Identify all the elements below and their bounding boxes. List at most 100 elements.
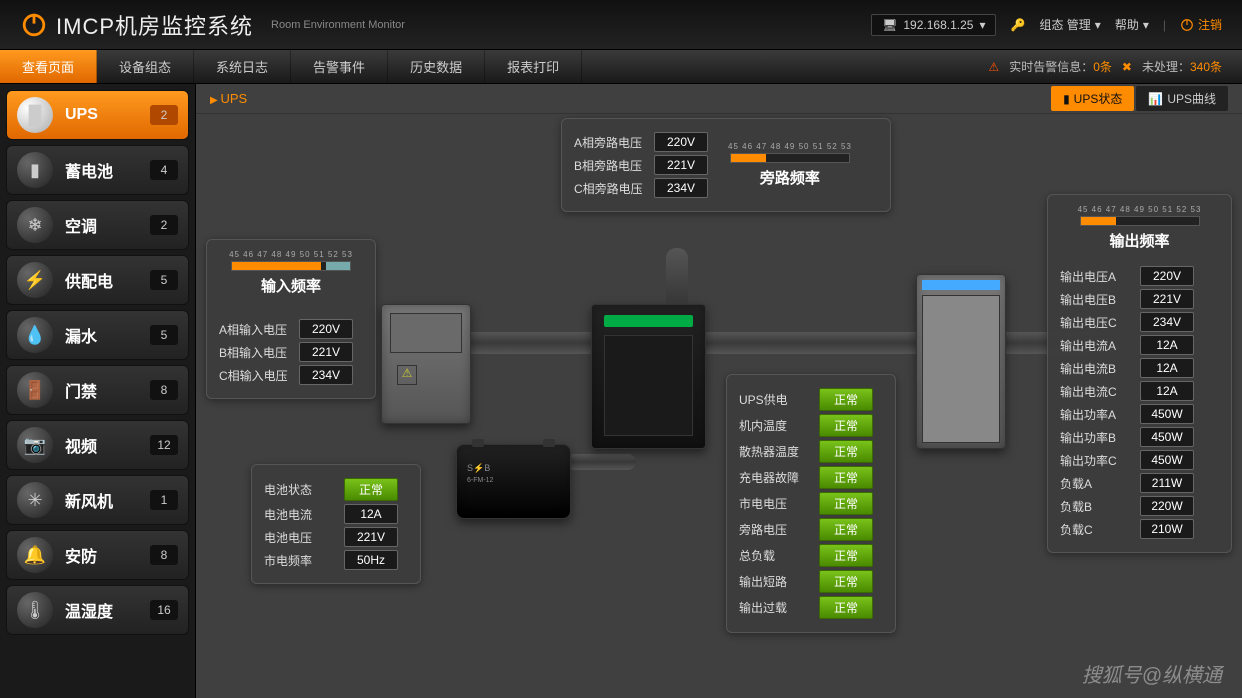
row-label: 市电频率: [264, 552, 334, 569]
row-value: 正常: [819, 388, 873, 411]
app-title: IMCP机房监控系统: [56, 9, 253, 41]
row-value: 12A: [1140, 358, 1194, 378]
org-mgmt-link[interactable]: 组态 管理 ▾: [1039, 16, 1100, 33]
view-tabs: ▮UPS状态📊UPS曲线: [1051, 86, 1228, 111]
row-value: 221V: [1140, 289, 1194, 309]
key-icon[interactable]: 🔑: [1010, 18, 1025, 32]
top-right: 🖥 192.168.1.25 ▾ 🔑 组态 管理 ▾ 帮助 ▾ | 注销: [871, 14, 1222, 36]
logout-button[interactable]: 注销: [1180, 16, 1222, 33]
view-tab[interactable]: ▮UPS状态: [1051, 86, 1134, 111]
row-label: 输出电流A: [1060, 337, 1130, 354]
chevron-down-icon: ▾: [1095, 18, 1101, 32]
data-row: 负载B220W: [1060, 496, 1219, 516]
sidebar-badge: 12: [150, 435, 178, 455]
data-row: 输出短路正常: [739, 570, 883, 593]
row-value: 221V: [299, 342, 353, 362]
battery-device: S⚡B6-FM-12: [456, 444, 571, 519]
row-value: 221V: [344, 527, 398, 547]
row-value: 234V: [654, 178, 708, 198]
chevron-down-icon: ▾: [1143, 18, 1149, 32]
nav-item[interactable]: 查看页面: [0, 50, 97, 83]
watermark: 搜狐号@纵横通: [1082, 659, 1222, 688]
bypass-gauge: 45 46 47 48 49 50 51 52 53 旁路频率: [728, 142, 852, 188]
nav-item[interactable]: 报表打印: [485, 50, 582, 83]
data-row: 负载C210W: [1060, 519, 1219, 539]
row-value: 450W: [1140, 450, 1194, 470]
row-value: 234V: [299, 365, 353, 385]
row-value: 12A: [344, 504, 398, 524]
chart-icon: 📊: [1148, 92, 1163, 106]
sidebar-label: 新风机: [65, 488, 150, 512]
content: UPS ▮UPS状态📊UPS曲线 45 46 47 48 49 50 51 52…: [195, 84, 1242, 698]
alarm-icon: 🔔: [17, 537, 53, 573]
door-icon: 🚪: [17, 372, 53, 408]
sidebar-badge: 4: [150, 160, 178, 180]
data-row: 负载A211W: [1060, 473, 1219, 493]
nav-info: ⚠ 实时告警信息：0条 ✖ 未处理：340条: [988, 50, 1242, 83]
sidebar-item[interactable]: ✳新风机1: [6, 475, 189, 525]
data-row: C相旁路电压 234V: [574, 178, 708, 198]
ip-value: 192.168.1.25: [903, 18, 973, 32]
view-tab[interactable]: 📊UPS曲线: [1136, 86, 1228, 111]
sidebar-item[interactable]: 🚪门禁8: [6, 365, 189, 415]
sidebar-badge: 16: [150, 600, 178, 620]
data-row: 输出功率B450W: [1060, 427, 1219, 447]
row-label: 输出电压C: [1060, 314, 1130, 331]
monitor-icon: 🖥: [882, 18, 897, 32]
nav-item[interactable]: 历史数据: [388, 50, 485, 83]
row-value: 221V: [654, 155, 708, 175]
nav-item[interactable]: 设备组态: [97, 50, 194, 83]
pipe: [566, 454, 636, 470]
help-link[interactable]: 帮助 ▾: [1115, 16, 1149, 33]
row-value: 12A: [1140, 335, 1194, 355]
output-panel: 45 46 47 48 49 50 51 52 53 输出频率 输出电压A220…: [1047, 194, 1232, 553]
row-value: 450W: [1140, 427, 1194, 447]
data-row: 充电器故障正常: [739, 466, 883, 489]
row-value: 正常: [344, 478, 398, 501]
row-value: 211W: [1140, 473, 1194, 493]
row-label: A相旁路电压: [574, 134, 644, 151]
sidebar-item[interactable]: ▮蓄电池4: [6, 145, 189, 195]
sidebar-item[interactable]: 📷视频12: [6, 420, 189, 470]
sidebar-label: 漏水: [65, 323, 150, 347]
sidebar-item[interactable]: 🌡温湿度16: [6, 585, 189, 635]
diagram-canvas: 45 46 47 48 49 50 51 52 53 输入频率 A相输入电压22…: [196, 114, 1242, 698]
row-label: 电池电压: [264, 529, 334, 546]
sidebar-item[interactable]: 🔔安防8: [6, 530, 189, 580]
data-row: UPS供电正常: [739, 388, 883, 411]
data-row: 输出功率C 450W: [1060, 450, 1219, 470]
row-label: C相旁路电压: [574, 180, 644, 197]
sidebar-badge: 8: [150, 545, 178, 565]
row-value: 210W: [1140, 519, 1194, 539]
ac-icon: ❄: [17, 207, 53, 243]
data-row: 电池电压 221V: [264, 527, 408, 547]
sidebar-badge: 8: [150, 380, 178, 400]
sidebar-item[interactable]: 💧漏水5: [6, 310, 189, 360]
data-row: 输出电流A 12A: [1060, 335, 1219, 355]
sidebar-item[interactable]: ❄空调2: [6, 200, 189, 250]
sidebar-item[interactable]: █UPS2: [6, 90, 189, 140]
ip-selector[interactable]: 🖥 192.168.1.25 ▾: [871, 14, 996, 36]
sidebar-label: 供配电: [65, 268, 150, 292]
sidebar-label: 视频: [65, 433, 150, 457]
sidebar-label: UPS: [65, 106, 150, 124]
row-label: 输出短路: [739, 573, 809, 590]
app-subtitle: Room Environment Monitor: [271, 19, 405, 31]
error-icon: ✖: [1122, 60, 1132, 74]
row-label: 总负载: [739, 547, 809, 564]
nav-item[interactable]: 系统日志: [194, 50, 291, 83]
row-value: 正常: [819, 440, 873, 463]
topbar: IMCP机房监控系统 Room Environment Monitor 🖥 19…: [0, 0, 1242, 50]
ups-icon: █: [17, 97, 53, 133]
row-label: 电池状态: [264, 481, 334, 498]
sidebar-item[interactable]: ⚡供配电5: [6, 255, 189, 305]
data-row: B相旁路电压221V: [574, 155, 708, 175]
row-label: 输出功率C: [1060, 452, 1130, 469]
data-row: 机内温度正常: [739, 414, 883, 437]
row-value: 220V: [299, 319, 353, 339]
data-row: 总负载正常: [739, 544, 883, 567]
data-row: 市电频率50Hz: [264, 550, 408, 570]
data-row: 电池电流12A: [264, 504, 408, 524]
data-row: A相旁路电压220V: [574, 132, 708, 152]
nav-item[interactable]: 告警事件: [291, 50, 388, 83]
